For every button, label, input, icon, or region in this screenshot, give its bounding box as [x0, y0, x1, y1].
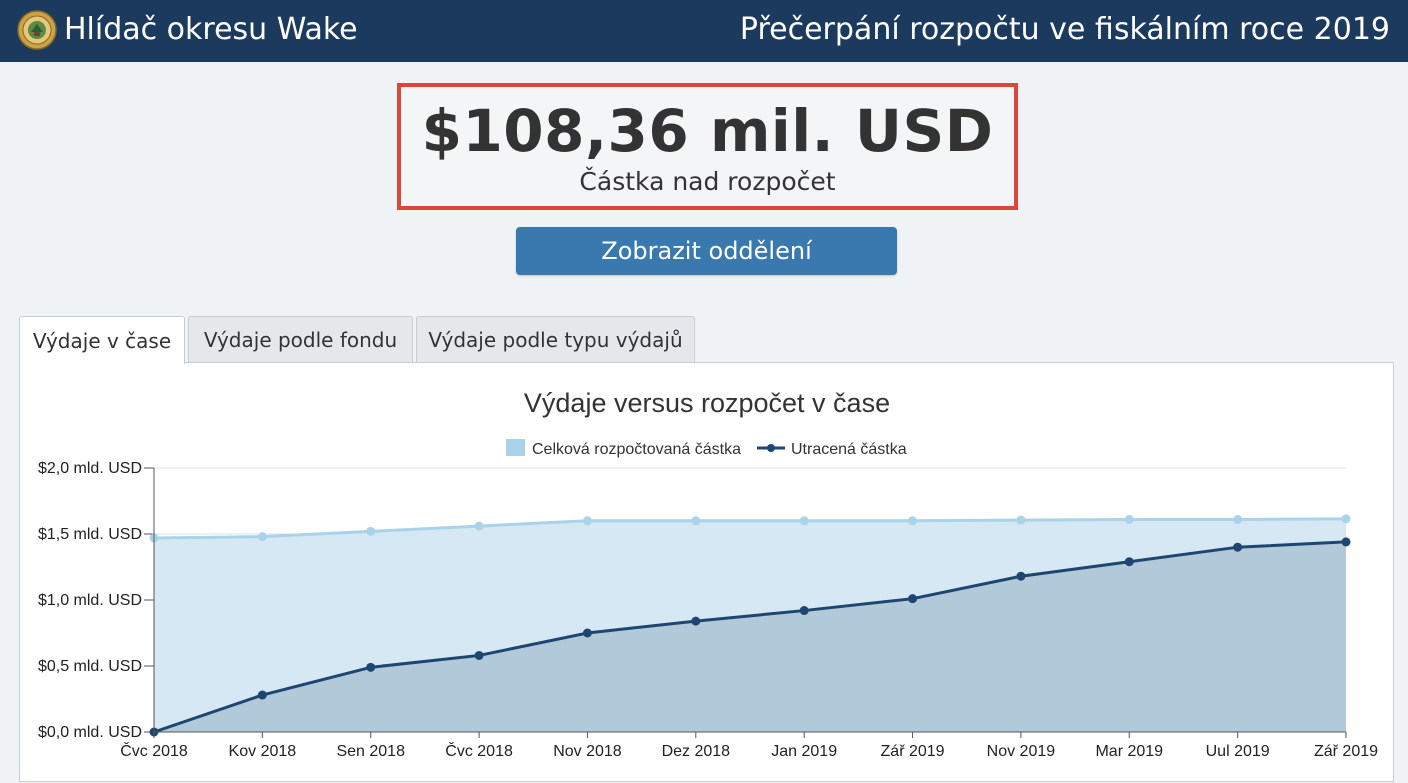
spent-point [799, 606, 809, 616]
spent-point [1233, 542, 1243, 552]
x-tick-label: Čvc 2018 [120, 741, 188, 760]
y-tick-label: $1,5 mld. USD [38, 526, 142, 543]
budget-point [908, 516, 918, 526]
spent-point [908, 594, 918, 604]
spent-point [366, 662, 376, 672]
chart-title: Výdaje versus rozpočet v čase [524, 388, 890, 418]
legend-budget-swatch [506, 439, 525, 456]
budget-point [799, 516, 809, 526]
spent-series-line [153, 540, 1347, 734]
spent-point [1016, 571, 1026, 581]
overspend-summary: $108,36 mil. USD Částka nad rozpočet [397, 83, 1018, 210]
x-tick-label: Nov 2018 [553, 743, 622, 760]
x-tick-label: Zář 2019 [1314, 743, 1378, 760]
tab-spending-over-time[interactable]: Výdaje v čase [19, 316, 185, 364]
y-tick-label: $1,0 mld. USD [38, 592, 142, 609]
legend-budget-label: Celková rozpočtovaná částka [532, 441, 741, 458]
budget-series-line [153, 517, 1347, 540]
county-seal-icon [17, 10, 57, 50]
spent-point [474, 650, 484, 660]
budget-point [1233, 514, 1243, 524]
x-tick-label: Jan 2019 [771, 743, 837, 760]
x-tick-label: Dez 2018 [662, 743, 731, 760]
tab-spending-by-expense-type[interactable]: Výdaje podle typu výdajů [416, 316, 695, 363]
x-tick-label: Mar 2019 [1095, 743, 1163, 760]
spent-point [691, 616, 701, 626]
budget-point [582, 516, 592, 526]
budget-point [1124, 514, 1134, 524]
budget-point [366, 526, 376, 536]
legend-spent-marker [767, 444, 775, 452]
spent-point [257, 690, 267, 700]
spending-vs-budget-chart: Výdaje versus rozpočet v čase Celková roz… [38, 388, 1378, 760]
show-departments-button[interactable]: Zobrazit oddělení [516, 227, 897, 275]
x-tick-label: Sen 2018 [336, 743, 405, 760]
spent-point [1341, 537, 1351, 547]
budget-point [1016, 515, 1026, 525]
budget-point [691, 516, 701, 526]
app-title[interactable]: Hlídač okresu Wake [64, 12, 358, 47]
budget-point [1341, 514, 1351, 524]
x-tick-label: Nov 2019 [987, 743, 1056, 760]
x-tick-label: Uul 2019 [1206, 743, 1270, 760]
chart-panel: Výdaje versus rozpočet v čase Celková roz… [19, 362, 1394, 782]
y-tick-label: $0,0 mld. USD [38, 724, 142, 741]
x-tick-label: Zář 2019 [881, 743, 945, 760]
budget-point [474, 521, 484, 531]
y-tick-label: $2,0 mld. USD [38, 460, 142, 477]
spent-area [154, 541, 1346, 732]
overspend-label: Částka nad rozpočet [579, 167, 836, 196]
budget-point [257, 532, 267, 542]
x-tick-label: Čvc 2018 [445, 741, 513, 760]
legend-spent-label: Utracená částka [791, 441, 907, 458]
x-tick-label: Kov 2018 [229, 743, 297, 760]
page-title: Přečerpání rozpočtu ve fiskálním roce 20… [739, 12, 1390, 47]
overspend-amount: $108,36 mil. USD [421, 97, 994, 165]
y-tick-label: $0,5 mld. USD [38, 658, 142, 675]
spent-point [582, 628, 592, 638]
tab-spending-by-fund[interactable]: Výdaje podle fondu [188, 316, 413, 363]
top-bar: Hlídač okresu Wake Přečerpání rozpočtu v… [0, 0, 1408, 62]
spent-point [1124, 557, 1134, 567]
